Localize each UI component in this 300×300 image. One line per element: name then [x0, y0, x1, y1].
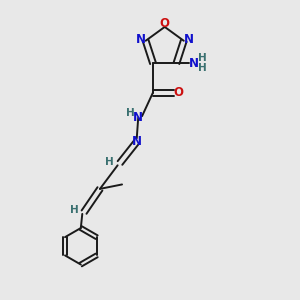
- Text: O: O: [174, 86, 184, 99]
- Text: N: N: [133, 111, 143, 124]
- Text: H: H: [198, 53, 206, 63]
- Text: O: O: [160, 17, 170, 30]
- Text: N: N: [135, 33, 146, 46]
- Text: N: N: [132, 135, 142, 148]
- Text: H: H: [126, 108, 134, 118]
- Text: H: H: [198, 63, 206, 74]
- Text: N: N: [184, 33, 194, 46]
- Text: N: N: [189, 57, 199, 70]
- Text: H: H: [105, 157, 114, 167]
- Text: H: H: [70, 206, 78, 215]
